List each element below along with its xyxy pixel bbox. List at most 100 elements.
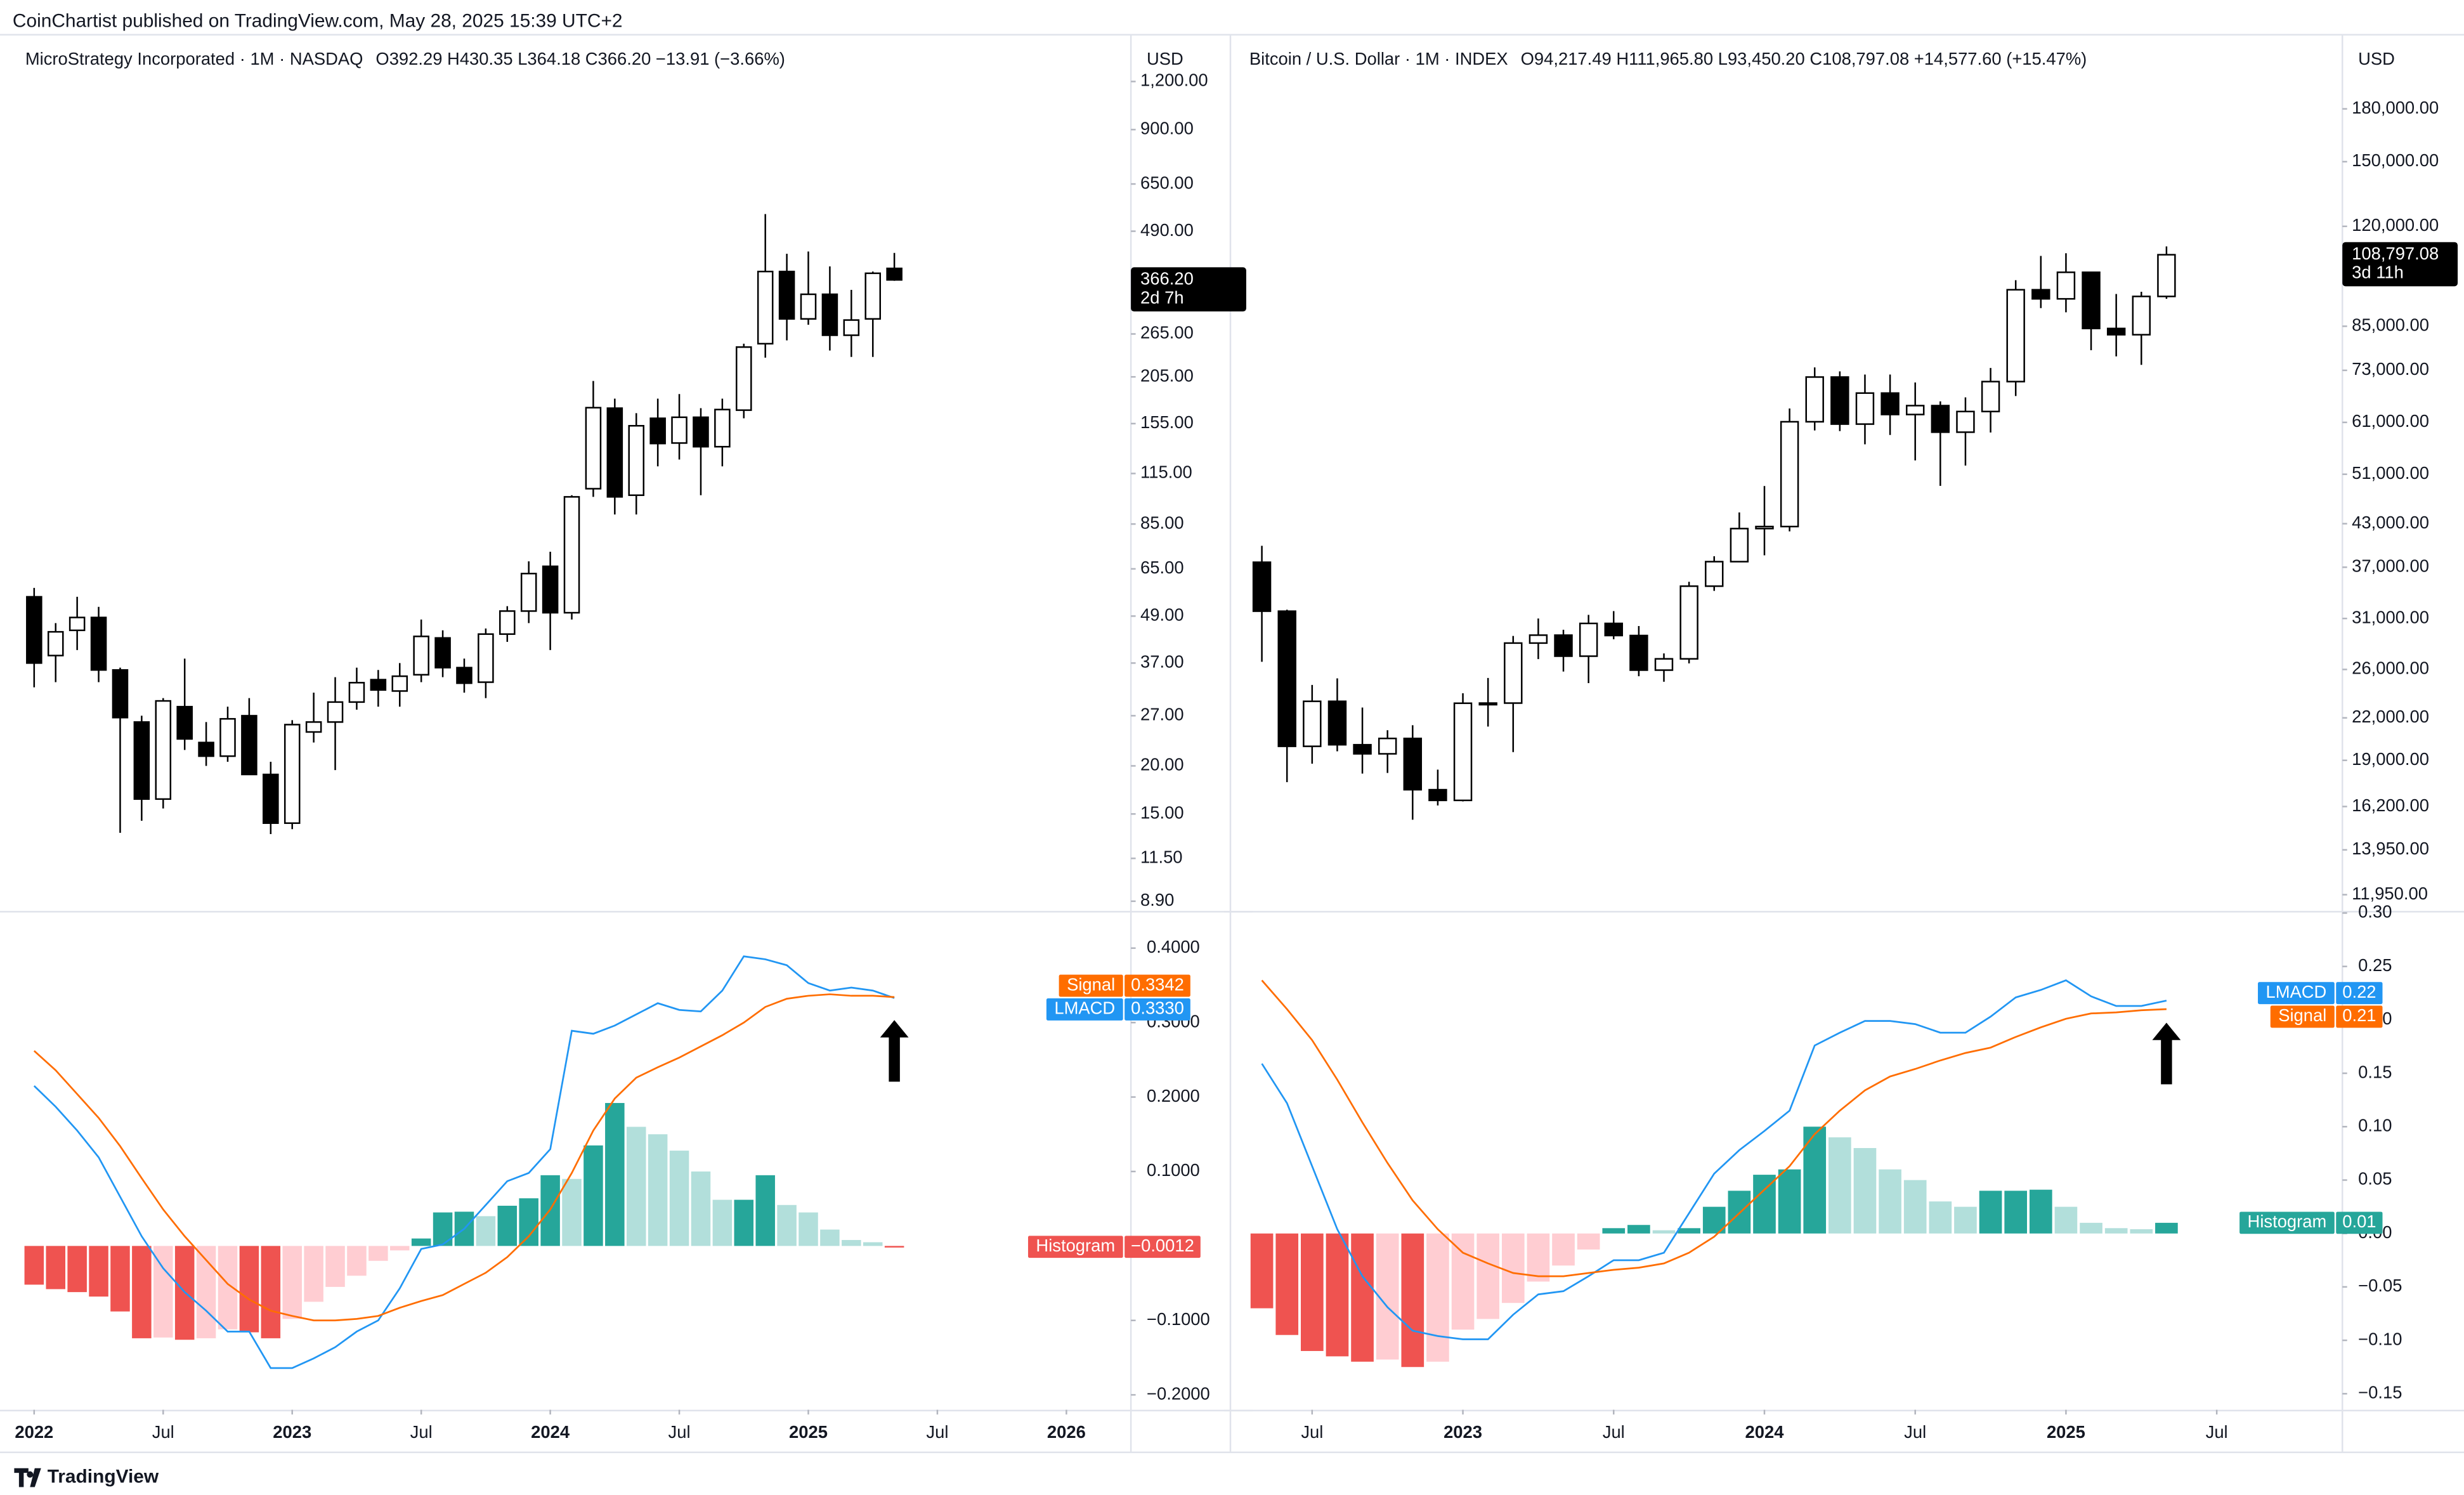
candle-body — [886, 267, 903, 281]
histogram-bar — [261, 1246, 281, 1338]
candle-body — [1529, 634, 1548, 644]
candle-body — [456, 667, 473, 684]
y-tick-label: 22,000.00 — [2352, 707, 2429, 726]
histogram-bar — [777, 1204, 797, 1246]
x-tick-label: 2025 — [789, 1422, 828, 1442]
y-tick-label: 120,000.00 — [2352, 215, 2439, 235]
scale-value-label: 0.21 — [2342, 1005, 2376, 1025]
scale-name-label: Histogram — [1036, 1236, 1115, 1255]
histogram-bar — [368, 1246, 388, 1261]
candle-body — [1554, 634, 1573, 657]
histogram-bar — [1903, 1180, 1927, 1234]
scale-name-label: Signal — [2278, 1005, 2326, 1025]
histogram-bar — [1828, 1137, 1851, 1234]
scale-value-box — [1124, 998, 1190, 1021]
y-tick-label: 65.00 — [1140, 558, 1184, 577]
legend-quote: O392.29 H430.35 L364.18 C366.20 −13.91 (… — [375, 49, 785, 69]
scale-name-box — [1059, 974, 1123, 997]
histogram-bar — [884, 1246, 904, 1248]
histogram-bar — [2029, 1189, 2052, 1234]
histogram-bar — [1501, 1233, 1525, 1303]
y-tick-label: 31,000.00 — [2352, 607, 2429, 627]
y-tick-label: 265.00 — [1140, 323, 1194, 343]
candle-body — [1378, 737, 1397, 755]
histogram-bar — [46, 1246, 65, 1289]
candle-body — [305, 721, 322, 733]
currency: USD — [1147, 49, 1183, 69]
histogram-bar — [1778, 1169, 1801, 1234]
footer-logo — [14, 1468, 41, 1487]
y-tick-label: 20.00 — [1140, 755, 1184, 774]
histogram-bar — [1326, 1233, 1349, 1357]
last-price-label: 366.20 — [1140, 269, 1194, 289]
candle-body — [68, 617, 86, 632]
chart-pane — [1250, 246, 2178, 1368]
scale-value-label: 0.3330 — [1131, 998, 1184, 1018]
scale-name-label: LMACD — [1054, 998, 1115, 1018]
candle-body — [413, 636, 429, 676]
histogram-bar — [605, 1102, 625, 1246]
macd-y-tick-label: 0.1000 — [1147, 1160, 1200, 1180]
candle-body — [90, 617, 107, 671]
histogram-bar — [842, 1239, 861, 1246]
candle-body — [1805, 376, 1824, 423]
candle-body — [2031, 289, 2050, 300]
histogram-bar — [497, 1205, 518, 1246]
histogram-bar — [863, 1242, 883, 1246]
candle-body — [112, 669, 129, 719]
macd-y-tick-label: 0.05 — [2358, 1169, 2392, 1189]
chart-pane — [24, 214, 904, 1369]
macd-y-tick-label: −0.10 — [2358, 1329, 2402, 1348]
histogram-bar — [1602, 1228, 1626, 1234]
candle-body — [563, 496, 580, 614]
candle-body — [1579, 622, 1598, 657]
x-tick-label: 2022 — [15, 1422, 53, 1442]
histogram-bar — [304, 1246, 323, 1302]
histogram-bar — [712, 1199, 733, 1246]
y-tick-label: 37,000.00 — [2352, 556, 2429, 576]
x-tick-label: 2024 — [531, 1422, 570, 1442]
publish-note: CoinChartist published on TradingView.co… — [13, 11, 623, 32]
candle-body — [1905, 405, 1925, 415]
candle-body — [155, 700, 172, 800]
histogram-bar — [755, 1175, 775, 1246]
histogram-bar — [282, 1246, 302, 1319]
candle-body — [736, 346, 752, 411]
candle-body — [1428, 788, 1447, 802]
candle-body — [800, 293, 817, 320]
y-tick-label: 73,000.00 — [2352, 359, 2429, 379]
candle-body — [714, 408, 731, 448]
y-tick-label: 900.00 — [1140, 119, 1194, 138]
candle-body — [843, 319, 860, 336]
scale-name-box — [2239, 1211, 2335, 1234]
histogram-bar — [347, 1246, 367, 1276]
candle-body — [1705, 561, 1724, 587]
candle-body — [499, 610, 516, 635]
scale-value-label: 0.3342 — [1131, 974, 1184, 994]
last-price-label: 108,797.08 — [2352, 244, 2439, 263]
macd-y-tick-label: 0.4000 — [1147, 937, 1200, 956]
histogram-bar — [1275, 1233, 1299, 1335]
histogram-bar — [519, 1198, 538, 1246]
y-tick-label: 11.50 — [1140, 847, 1183, 867]
y-tick-label: 115.00 — [1140, 462, 1192, 482]
histogram-bar — [1753, 1175, 1776, 1234]
y-tick-label: 11,950.00 — [2352, 884, 2428, 903]
candle-body — [1931, 405, 1950, 433]
scale-name-box — [1027, 1236, 1123, 1258]
histogram-bar — [734, 1199, 754, 1246]
candle-body — [2006, 289, 2025, 382]
candle-body — [47, 630, 64, 656]
candle-body — [1252, 561, 1272, 612]
histogram-bar — [2004, 1191, 2028, 1234]
histogram-bar — [2130, 1229, 2153, 1234]
x-tick-label: 2024 — [1745, 1422, 1785, 1442]
x-tick-label: Jul — [1603, 1422, 1625, 1442]
candle-body — [370, 679, 387, 691]
candle-body — [1881, 392, 1900, 415]
histogram-bar — [433, 1212, 453, 1246]
y-tick-label: 1,200.00 — [1140, 70, 1208, 90]
